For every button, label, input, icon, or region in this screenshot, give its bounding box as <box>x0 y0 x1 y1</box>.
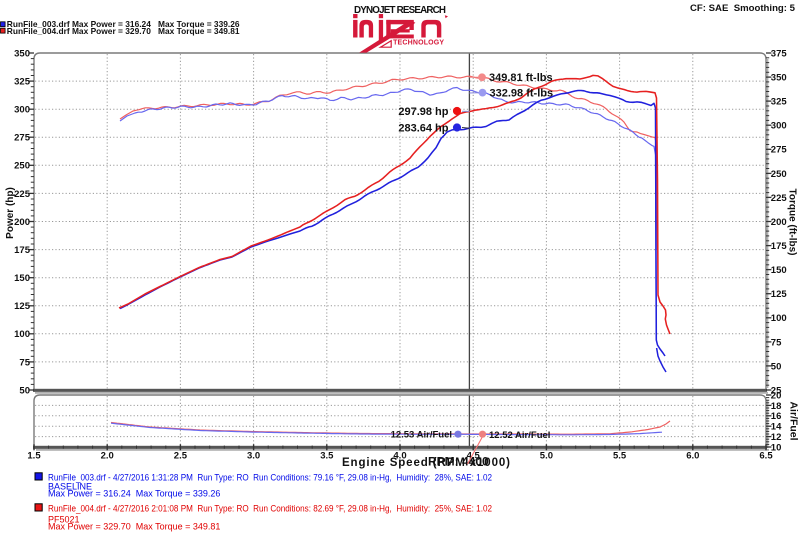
svg-text:150: 150 <box>771 265 787 276</box>
svg-text:350: 350 <box>771 73 787 84</box>
svg-text:16: 16 <box>771 411 782 422</box>
svg-text:125: 125 <box>771 289 788 300</box>
svg-text:14: 14 <box>771 422 782 433</box>
svg-text:4.0: 4.0 <box>393 451 406 462</box>
svg-text:283.64 hp: 283.64 hp <box>398 122 448 134</box>
svg-text:3.5: 3.5 <box>320 451 334 462</box>
svg-text:PF5021: PF5021 <box>48 515 80 525</box>
svg-text:25: 25 <box>771 385 782 396</box>
svg-text:Engine Speed (RPM x1000): Engine Speed (RPM x1000) <box>342 457 510 469</box>
svg-text:150: 150 <box>14 273 30 284</box>
svg-text:349.81 ft-lbs: 349.81 ft-lbs <box>489 72 553 84</box>
svg-text:225: 225 <box>771 193 788 204</box>
svg-text:18: 18 <box>771 401 782 412</box>
svg-text:4.5: 4.5 <box>467 451 481 462</box>
svg-text:100: 100 <box>14 329 30 340</box>
svg-text:250: 250 <box>14 161 30 172</box>
svg-text:225: 225 <box>14 189 31 200</box>
svg-text:Power (hp): Power (hp) <box>5 187 16 239</box>
svg-text:125: 125 <box>14 301 31 312</box>
svg-text:2.0: 2.0 <box>101 451 114 462</box>
svg-text:5.0: 5.0 <box>540 451 553 462</box>
svg-text:75: 75 <box>19 357 30 368</box>
svg-text:325: 325 <box>771 97 788 108</box>
svg-text:2.5: 2.5 <box>174 451 188 462</box>
svg-text:1.5: 1.5 <box>27 451 41 462</box>
svg-text:275: 275 <box>771 145 788 156</box>
svg-text:300: 300 <box>771 121 787 132</box>
svg-text:Max Torque = 339.26: Max Torque = 339.26 <box>158 19 240 29</box>
svg-text:200: 200 <box>14 217 30 228</box>
svg-text:6.0: 6.0 <box>686 451 699 462</box>
svg-text:250: 250 <box>771 169 787 180</box>
svg-text:Max Torque = 349.81: Max Torque = 349.81 <box>158 26 240 36</box>
svg-text:RunFile_003.drf Max Power = 31: RunFile_003.drf Max Power = 316.24 <box>7 19 151 29</box>
svg-text:TECHNOLOGY: TECHNOLOGY <box>393 40 444 47</box>
svg-text:12.52 Air/Fuel: 12.52 Air/Fuel <box>489 430 550 441</box>
svg-text:Max Power = 316.24 Max Torque: Max Power = 316.24 Max Torque = 339.26 <box>48 489 220 499</box>
svg-text:75: 75 <box>771 337 782 348</box>
svg-text:325: 325 <box>14 77 31 88</box>
svg-text:12.53 Air/Fuel: 12.53 Air/Fuel <box>391 430 452 441</box>
svg-text:CF: SAE Smoothing: 5: CF: SAE Smoothing: 5 <box>690 3 796 14</box>
svg-text:BASELINE: BASELINE <box>48 482 92 492</box>
svg-text:275: 275 <box>14 133 31 144</box>
svg-text:RunFile_004.drf - 4/27/2016 2:: RunFile_004.drf - 4/27/2016 2:01:08 PM R… <box>48 504 492 514</box>
svg-text:350: 350 <box>14 48 30 59</box>
svg-text:RunFile_003.drf - 4/27/2016 1:: RunFile_003.drf - 4/27/2016 1:31:28 PM R… <box>48 473 492 483</box>
svg-text:175: 175 <box>771 241 788 252</box>
svg-text:Torque (ft-lbs): Torque (ft-lbs) <box>787 188 798 255</box>
svg-text:50: 50 <box>771 361 782 372</box>
svg-text:375: 375 <box>771 48 788 59</box>
svg-text:100: 100 <box>771 313 787 324</box>
svg-text:Air/Fuel: Air/Fuel <box>788 401 800 440</box>
svg-text:RunFile_004.drf Max Power = 32: RunFile_004.drf Max Power = 329.70 <box>7 26 151 36</box>
svg-text:6.5: 6.5 <box>759 451 773 462</box>
svg-text:12: 12 <box>771 432 782 443</box>
svg-text:50: 50 <box>19 385 30 396</box>
svg-text:DYNOJET RESEARCH: DYNOJET RESEARCH <box>354 5 446 16</box>
svg-text:200: 200 <box>771 217 787 228</box>
svg-text:20: 20 <box>771 390 782 401</box>
svg-text:332.98 ft-lbs: 332.98 ft-lbs <box>490 88 554 100</box>
svg-text:3.0: 3.0 <box>247 451 260 462</box>
svg-text:RPM: 4400: RPM: 4400 <box>428 455 489 469</box>
svg-text:Max Power = 329.70 Max Torque: Max Power = 329.70 Max Torque = 349.81 <box>48 522 220 532</box>
svg-text:297.98 hp: 297.98 hp <box>398 106 448 118</box>
svg-text:175: 175 <box>14 245 31 256</box>
svg-text:300: 300 <box>14 105 30 116</box>
svg-text:5.5: 5.5 <box>613 451 627 462</box>
svg-text:10: 10 <box>771 442 782 453</box>
